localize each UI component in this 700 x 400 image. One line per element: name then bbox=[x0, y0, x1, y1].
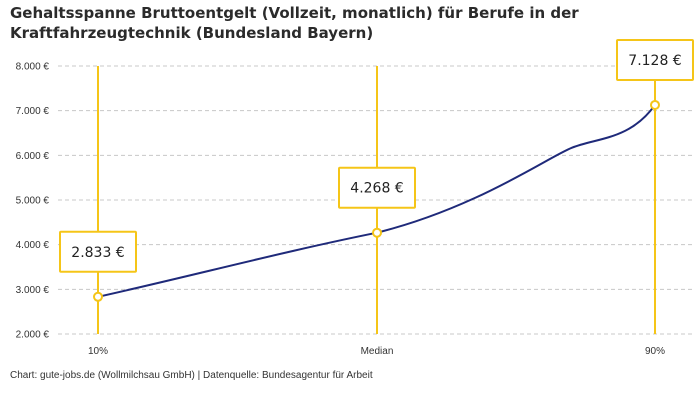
chart-title-line-2: Kraftfahrzeugtechnik (Bundesland Bayern) bbox=[10, 24, 374, 42]
grid-layer bbox=[58, 65, 692, 335]
y-tick-label: 7.000 € bbox=[16, 106, 50, 117]
value-callout-0: 2.833 € bbox=[59, 230, 137, 273]
series-line bbox=[97, 104, 656, 298]
y-tick-label: 4.000 € bbox=[16, 240, 50, 251]
data-label: 4.268 € bbox=[350, 181, 403, 197]
y-tick-label: 5.000 € bbox=[16, 196, 50, 207]
chart-title-line-1: Gehaltsspanne Bruttoentgelt (Vollzeit, m… bbox=[10, 4, 579, 22]
series-layer bbox=[97, 104, 656, 298]
callout-box bbox=[59, 230, 137, 273]
y-tick-label: 8.000 € bbox=[16, 62, 50, 73]
chart-title: Gehaltsspanne Bruttoentgelt (Vollzeit, m… bbox=[10, 3, 579, 43]
value-callouts: 2.833 € 4.268 € 7.128 € bbox=[59, 38, 694, 273]
x-tick-label: Median bbox=[361, 346, 394, 357]
data-point-1 bbox=[372, 227, 382, 238]
data-point-0 bbox=[93, 291, 103, 302]
callout-box bbox=[338, 166, 416, 209]
callout-box bbox=[616, 38, 694, 81]
value-callout-1: 4.268 € bbox=[338, 166, 416, 209]
data-label: 7.128 € bbox=[628, 53, 681, 69]
y-axis-ticks: 2.000 € 3.000 € 4.000 € 5.000 € 6.000 € 7.000… bbox=[16, 62, 50, 341]
x-tick-label: 90% bbox=[645, 346, 665, 357]
x-tick-label: 10% bbox=[88, 346, 108, 357]
y-tick-label: 3.000 € bbox=[16, 285, 50, 296]
y-tick-label: 6.000 € bbox=[16, 151, 50, 162]
x-axis-ticks: 10% Median 90% bbox=[88, 346, 665, 357]
data-point-2 bbox=[650, 99, 660, 110]
data-points bbox=[93, 99, 660, 302]
data-label: 2.833 € bbox=[71, 245, 124, 261]
y-tick-label: 2.000 € bbox=[16, 330, 50, 341]
chart-source-footer: Chart: gute-jobs.de (Wollmilchsau GmbH) … bbox=[10, 370, 373, 381]
value-callout-2: 7.128 € bbox=[616, 38, 694, 81]
